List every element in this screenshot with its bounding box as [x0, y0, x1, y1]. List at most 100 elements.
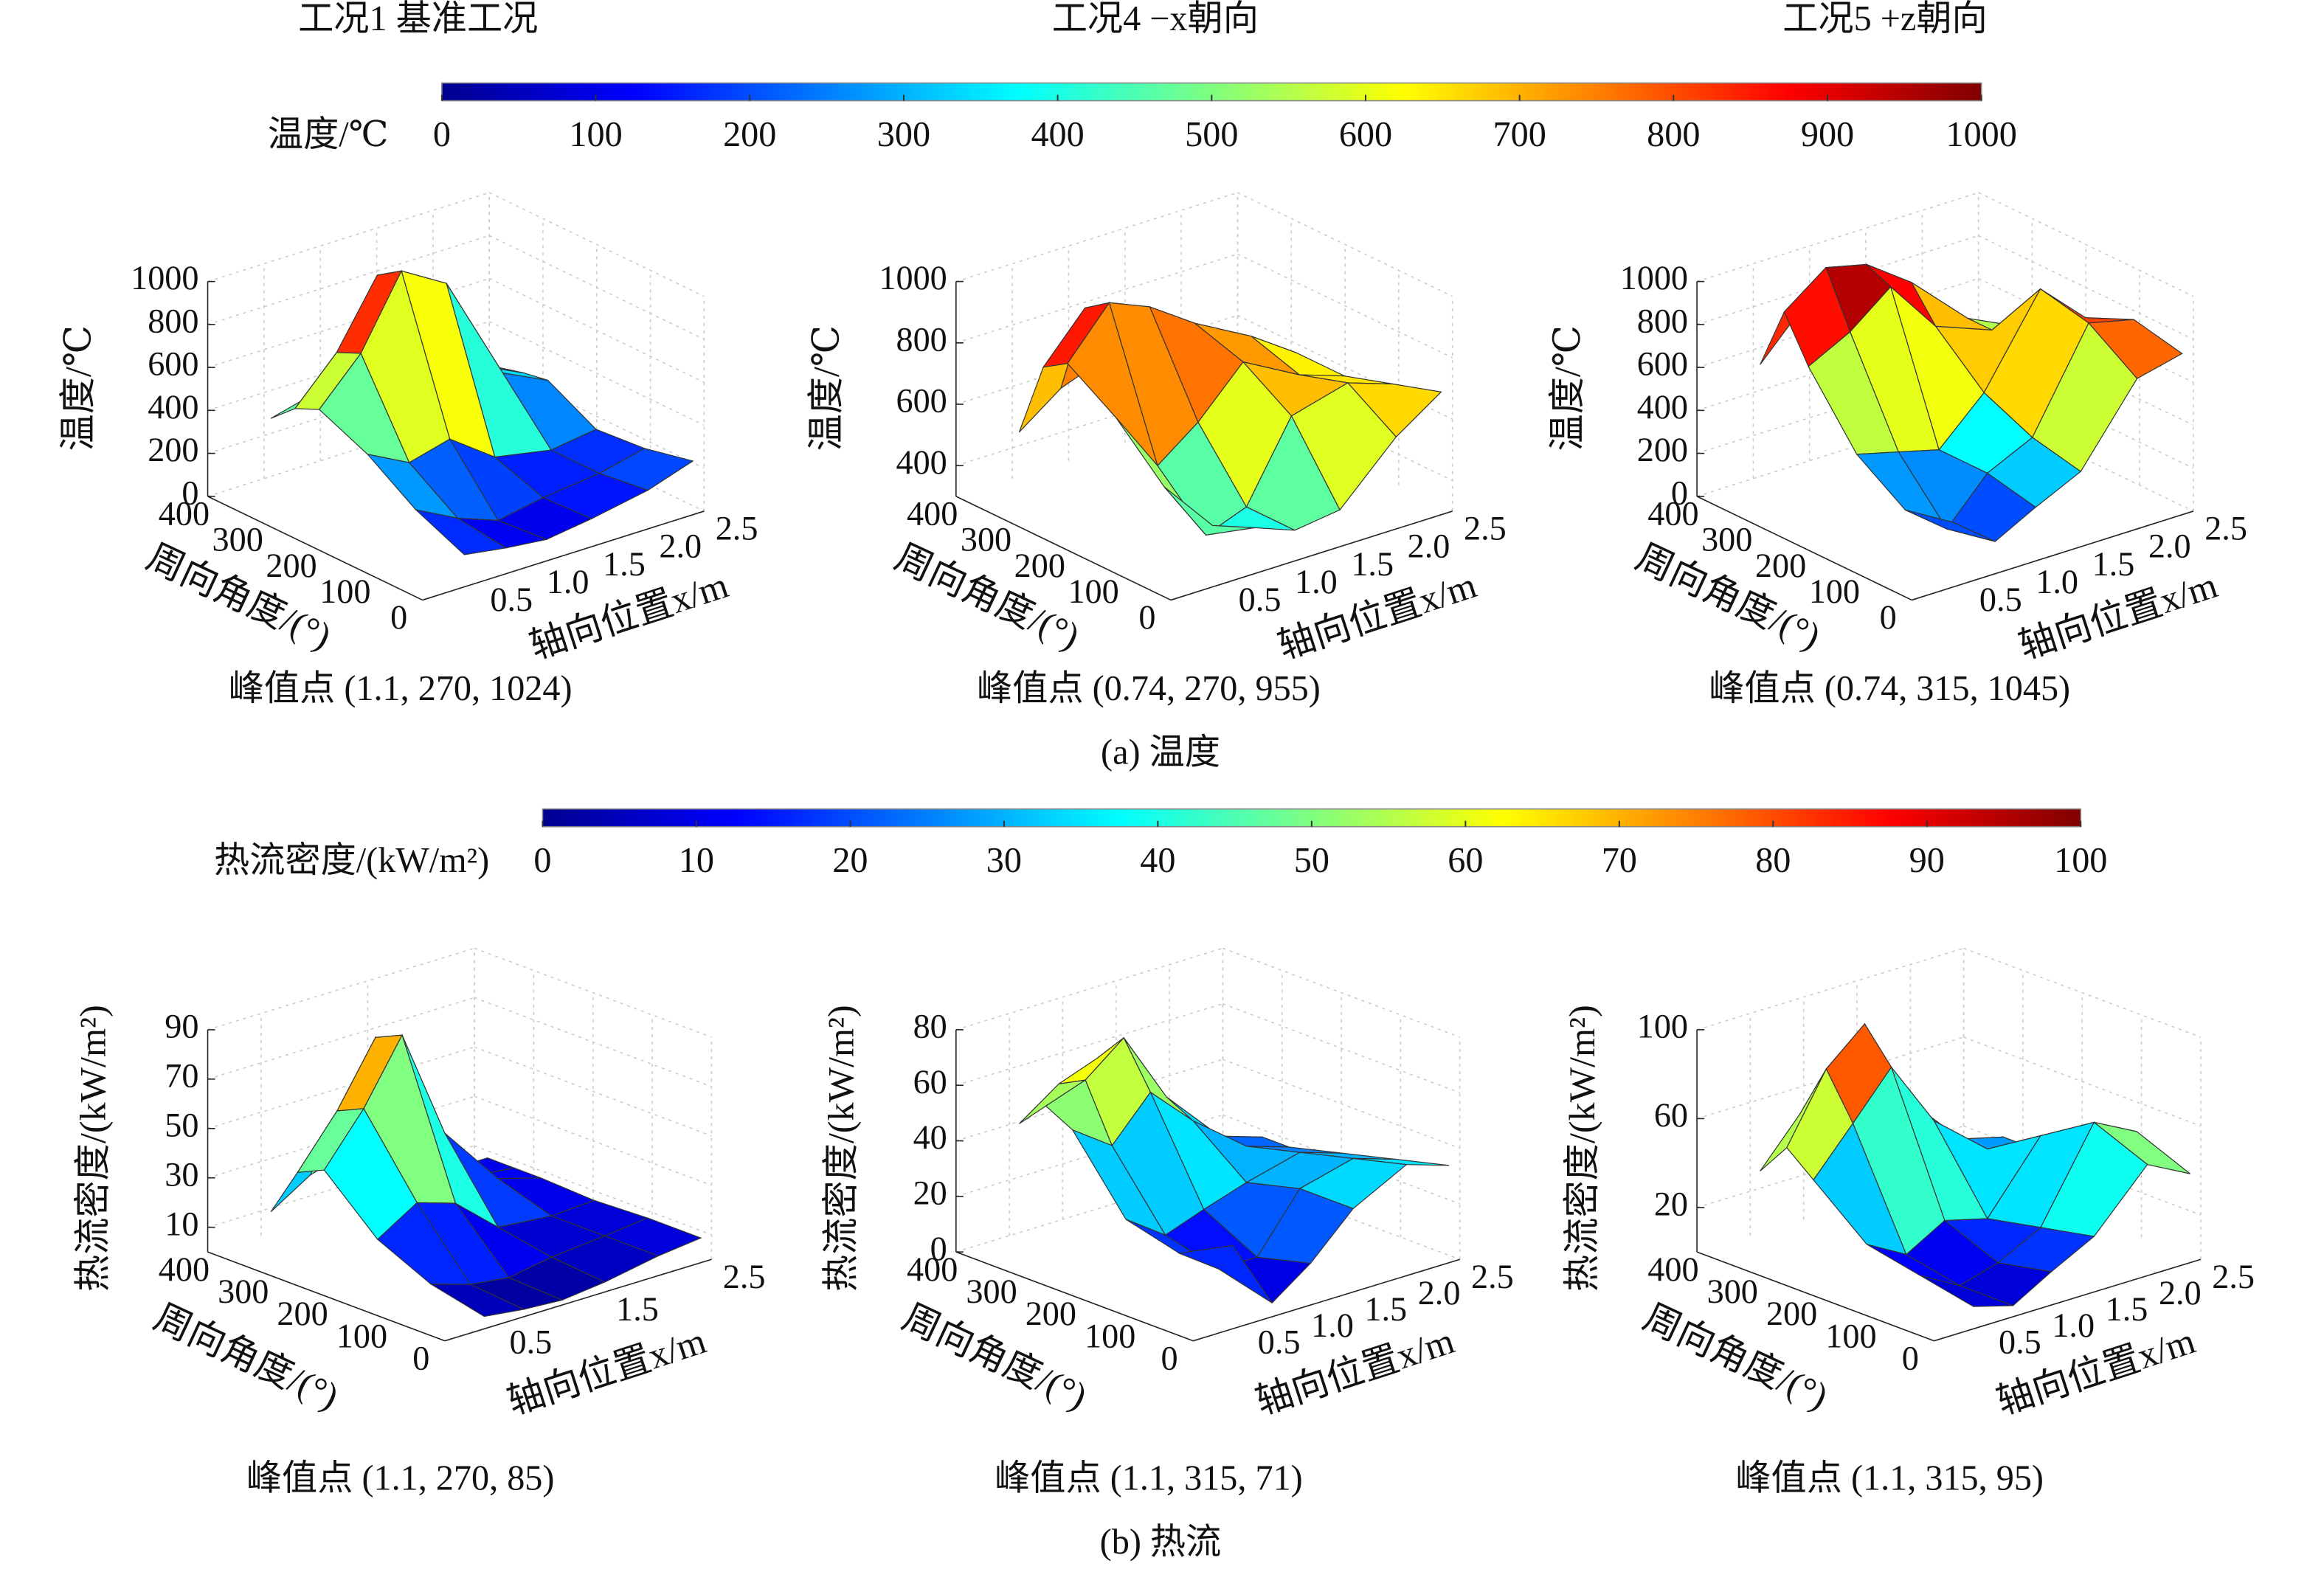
peak-annotation: 峰值点 (0.74, 315, 1045) — [1709, 669, 2070, 708]
colorbar-tick-label: 100 — [569, 115, 622, 154]
colorbar-tick-label: 70 — [1602, 841, 1637, 880]
z-axis-label: 热流密度/(kW/m²) — [820, 1005, 862, 1292]
x-tick-label: 2.0 — [1408, 527, 1450, 565]
colorbar-label: 温度/℃ — [268, 115, 389, 154]
chart-title: 工况4 −x朝向 — [1052, 0, 1259, 38]
grid-line — [1696, 947, 1964, 1031]
x-axis — [1912, 510, 2194, 601]
colorbar-tick-label: 0 — [433, 115, 451, 154]
y-axis — [1696, 1251, 1934, 1342]
grid-line — [1237, 314, 1453, 420]
colorbar-tick-label: 700 — [1493, 115, 1546, 154]
grid-line — [207, 997, 475, 1080]
x-tick-label: 1.5 — [1364, 1290, 1407, 1328]
y-tick-label: 0 — [1902, 1339, 1919, 1377]
grid-line — [1696, 192, 1979, 283]
y-tick-label: 200 — [1014, 547, 1065, 584]
x-tick-label: 0.5 — [490, 581, 533, 618]
x-tick-label: 1.0 — [2052, 1306, 2095, 1344]
y-tick-label: 200 — [277, 1295, 328, 1332]
y-tick-label: 100 — [336, 1317, 387, 1354]
y-tick-label: 200 — [1766, 1295, 1817, 1332]
x-tick-label: 2.5 — [1471, 1258, 1514, 1295]
z-tick-label: 200 — [148, 431, 198, 468]
y-tick-label: 200 — [1026, 1295, 1076, 1332]
z-axis-label: 温度/℃ — [57, 325, 98, 451]
surface-face — [1920, 1275, 2013, 1307]
y-tick-label: 0 — [390, 598, 407, 636]
y-axis — [207, 1251, 446, 1342]
z-tick-label: 1000 — [131, 259, 198, 297]
surface-face — [414, 509, 508, 555]
x-axis — [444, 1258, 712, 1342]
grid-line — [1222, 1003, 1460, 1094]
surface-face — [1163, 486, 1255, 536]
y-tick-label: 0 — [1138, 598, 1155, 636]
y-tick-label: 400 — [159, 1250, 210, 1288]
x-tick-label: 0.5 — [1258, 1323, 1301, 1360]
z-axis-label: 温度/℃ — [806, 325, 847, 451]
y-tick-label: 100 — [1085, 1317, 1135, 1354]
x-axis — [1170, 510, 1453, 601]
grid-line — [1237, 192, 1453, 297]
y-tick-label: 400 — [907, 495, 958, 533]
colorbar-tick-label: 600 — [1339, 115, 1392, 154]
colorbar-tick-label: 900 — [1801, 115, 1854, 154]
grid-line — [1963, 947, 2202, 1038]
y-axis — [955, 1251, 1194, 1342]
z-tick-label: 800 — [148, 302, 198, 339]
colorbar-tick-label: 60 — [1448, 841, 1483, 880]
colorbar-tick-label: 1000 — [1946, 115, 2017, 154]
grid-line — [1222, 947, 1460, 1038]
caption: (a) 温度 — [1101, 733, 1220, 772]
z-tick-label: 10 — [165, 1205, 198, 1242]
z-axis-label: 热流密度/(kW/m²) — [1561, 1005, 1602, 1292]
colorbar-tick-label: 40 — [1140, 841, 1175, 880]
z-tick-label: 30 — [165, 1155, 198, 1193]
grid-line — [1696, 1036, 1964, 1120]
x-tick-label: 0.5 — [510, 1323, 553, 1360]
z-tick-label: 70 — [165, 1056, 198, 1094]
z-tick-label: 60 — [1654, 1096, 1688, 1134]
grid-line — [207, 947, 475, 1031]
x-tick-label: 1.0 — [1295, 563, 1338, 600]
colorbar-tick-label: 300 — [877, 115, 930, 154]
grid-line — [955, 253, 1238, 344]
grid-line — [1237, 253, 1453, 359]
y-tick-label: 100 — [319, 572, 370, 610]
colorbar-tick-label: 0 — [533, 841, 551, 880]
x-tick-label: 1.5 — [603, 545, 646, 583]
z-tick-label: 0 — [181, 474, 198, 511]
grid-line — [488, 321, 705, 426]
surface-face — [1904, 509, 1996, 542]
y-tick-label: 100 — [1809, 572, 1860, 610]
colorbar-tick-label: 90 — [1909, 841, 1945, 880]
y-tick-label: 300 — [212, 521, 263, 558]
colorbar-tick-label: 30 — [986, 841, 1022, 880]
y-tick-label: 400 — [159, 495, 210, 533]
z-tick-label: 1000 — [879, 259, 947, 297]
z-tick-label: 600 — [896, 382, 947, 420]
x-tick-label: 2.5 — [2204, 510, 2247, 547]
grid-line — [207, 1046, 475, 1129]
x-tick-label: 1.0 — [547, 563, 589, 600]
z-tick-label: 20 — [913, 1174, 947, 1211]
z-tick-label: 50 — [165, 1106, 198, 1143]
y-axis — [1696, 496, 1912, 601]
chart-title: 工况5 +z朝向 — [1782, 0, 1987, 38]
y-tick-label: 400 — [907, 1250, 958, 1288]
grid-line — [488, 192, 705, 297]
x-tick-label: 1.0 — [2036, 563, 2078, 600]
z-axis-label: 温度/℃ — [1546, 325, 1588, 451]
x-tick-label: 2.0 — [2148, 527, 2191, 565]
chart-title: 工况1 基准工况 — [298, 0, 538, 38]
x-tick-label: 2.5 — [723, 1258, 766, 1295]
grid-line — [207, 192, 490, 283]
x-tick-label: 1.0 — [1311, 1306, 1354, 1344]
x-tick-label: 2.0 — [1418, 1274, 1461, 1312]
colorbar-tick-label: 10 — [679, 841, 714, 880]
z-tick-label: 800 — [1637, 302, 1688, 339]
grid-line — [1696, 277, 1979, 368]
z-tick-label: 200 — [1637, 431, 1688, 468]
